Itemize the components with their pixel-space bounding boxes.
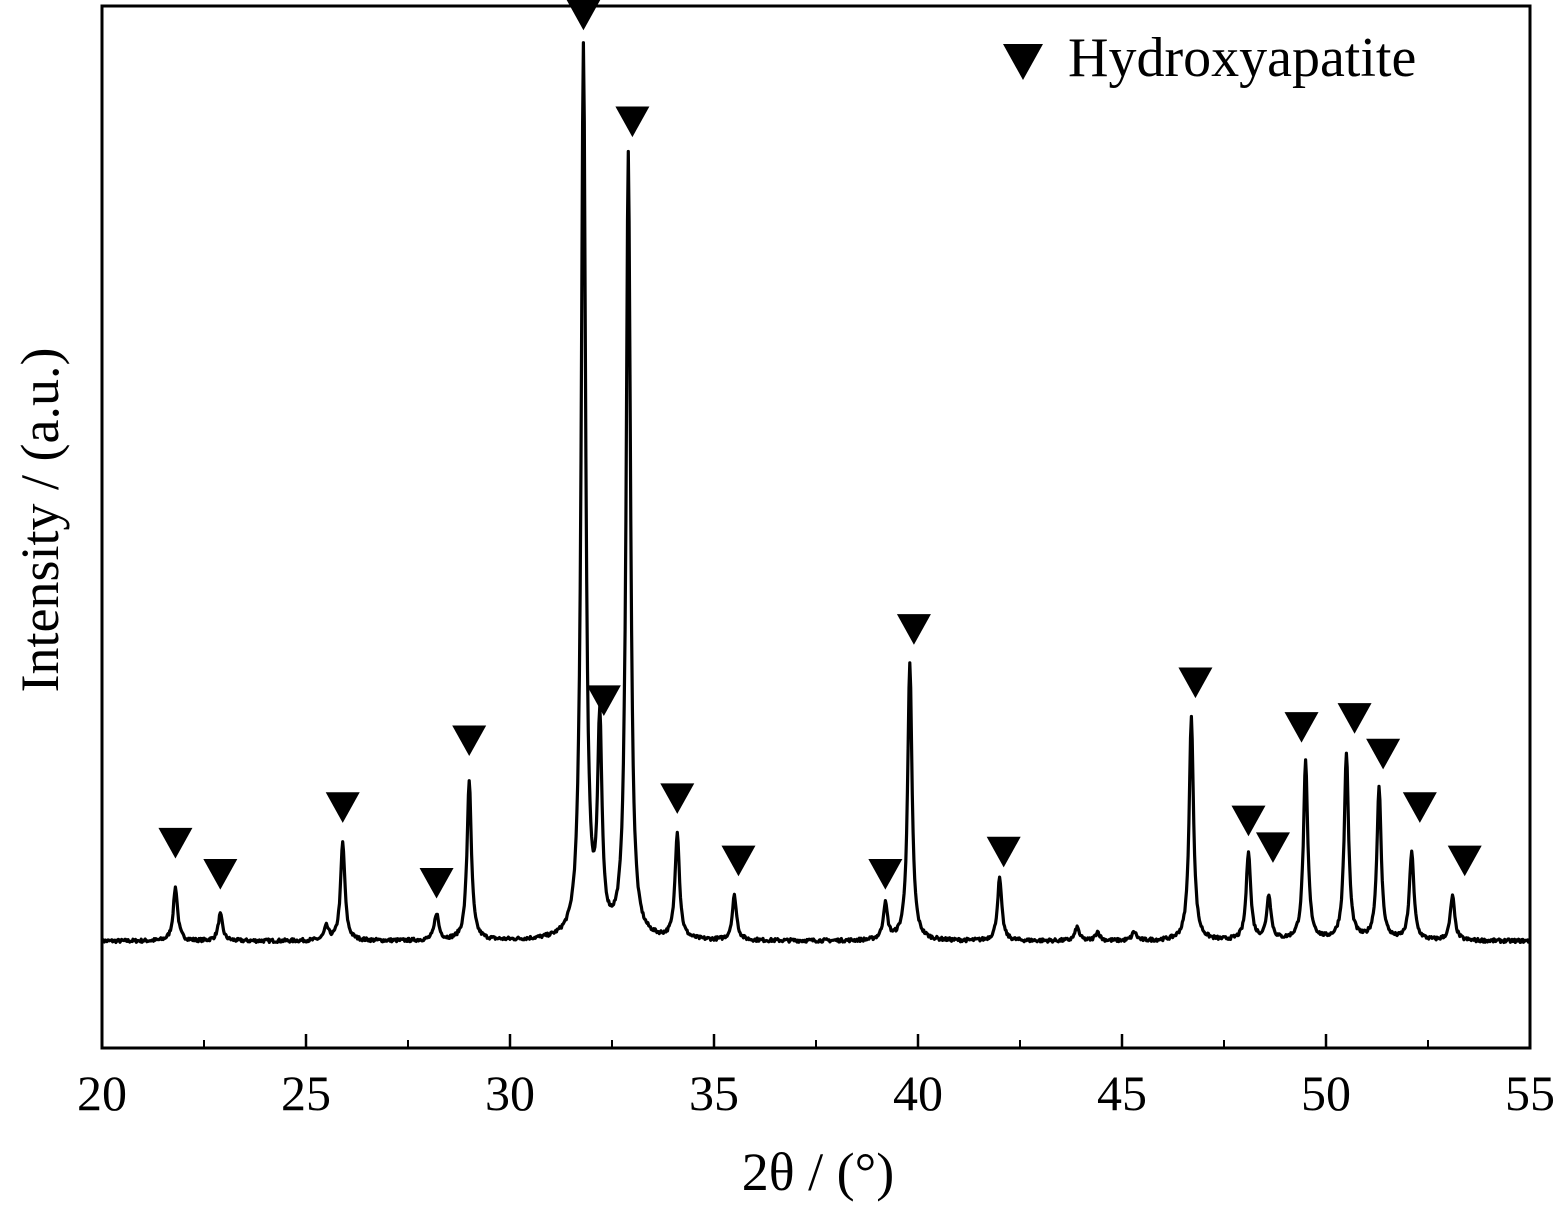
x-axis-ticks: 20 25 30 35 40 45 50 55	[77, 1034, 1555, 1121]
peak-marker-icon	[986, 836, 1021, 868]
peak-marker-icon	[419, 867, 454, 899]
legend-down-triangle-icon	[1003, 44, 1043, 80]
peak-marker-icon	[586, 685, 621, 716]
x-tick-label: 30	[485, 1065, 535, 1121]
y-axis-title: Intensity / (a.u.)	[10, 348, 70, 693]
peak-marker-icon	[868, 859, 903, 890]
peak-marker-icon	[158, 827, 193, 859]
peak-marker-icon	[325, 792, 360, 823]
x-tick-label: 20	[77, 1065, 127, 1121]
plot-border	[100, 4, 1532, 1050]
legend: Hydroxyapatite	[1003, 27, 1416, 89]
diffraction-trace-layer	[100, 41, 1531, 945]
peak-markers-layer	[158, 0, 1482, 899]
peak-marker-icon	[721, 845, 756, 877]
peak-marker-icon	[1402, 792, 1437, 823]
peak-marker-icon	[203, 859, 238, 890]
peak-marker-icon	[452, 725, 487, 757]
peak-marker-icon	[1284, 712, 1319, 743]
peak-marker-icon	[1366, 738, 1401, 770]
peak-marker-icon	[1231, 805, 1266, 837]
legend-label: Hydroxyapatite	[1068, 27, 1416, 89]
peak-marker-icon	[566, 0, 601, 31]
diffraction-trace	[100, 41, 1531, 945]
x-tick-label: 55	[1505, 1065, 1555, 1121]
x-tick-label: 25	[281, 1065, 331, 1121]
peak-marker-icon	[615, 106, 650, 138]
peak-marker-icon	[660, 783, 695, 814]
peak-marker-icon	[1337, 703, 1372, 734]
x-tick-label: 40	[893, 1065, 943, 1121]
plot-frame	[100, 4, 1532, 1050]
peak-marker-icon	[896, 614, 931, 645]
x-tick-label: 45	[1097, 1065, 1147, 1121]
peak-marker-icon	[1255, 832, 1290, 863]
peak-marker-icon	[1178, 667, 1213, 699]
x-axis-title: 2θ / (°)	[742, 1142, 894, 1202]
peak-marker-icon	[1447, 845, 1482, 877]
x-tick-label: 50	[1301, 1065, 1351, 1121]
x-tick-label: 35	[689, 1065, 739, 1121]
